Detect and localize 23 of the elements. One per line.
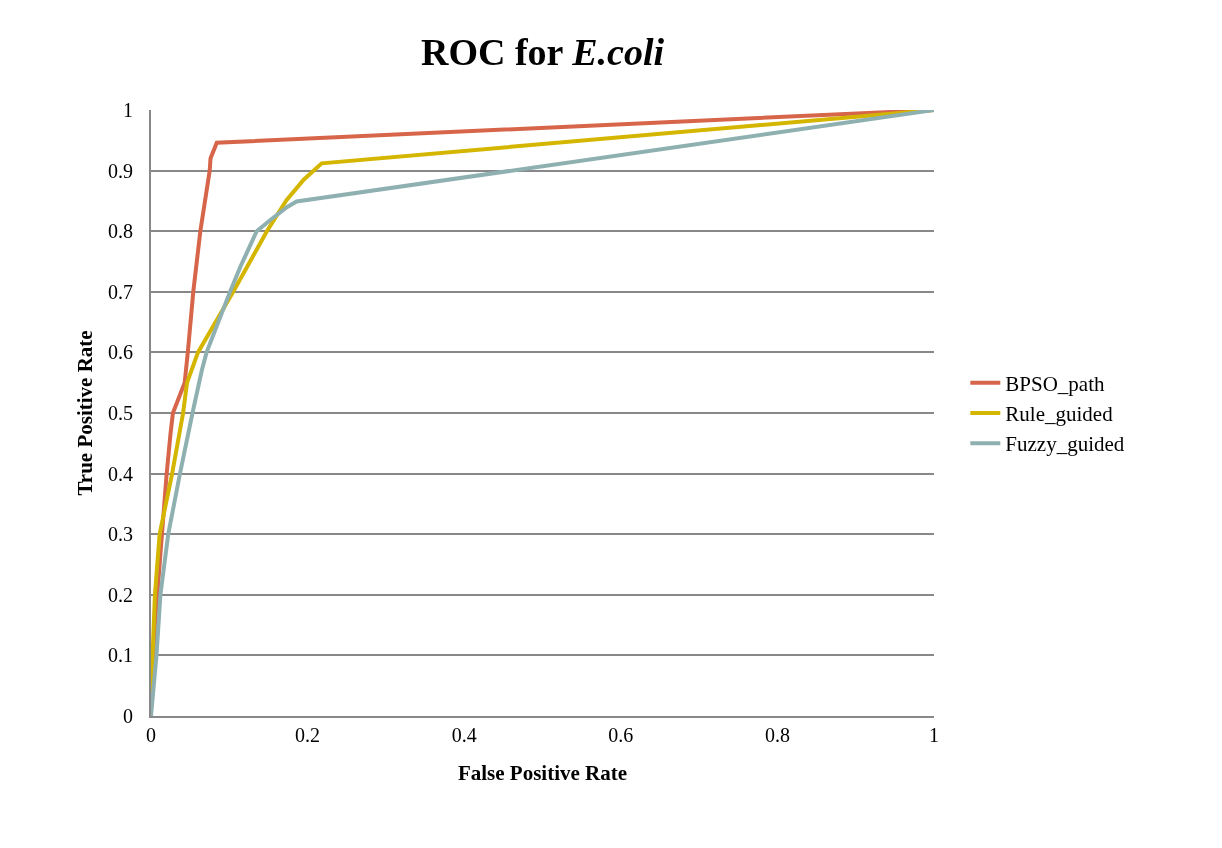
x-tick-label: 0 xyxy=(146,724,156,746)
x-tick-label: 0.8 xyxy=(764,724,790,746)
y-tick-label: 0.4 xyxy=(108,462,133,485)
y-tick-label: 0 xyxy=(123,705,133,727)
legend-label: Fuzzy_guided xyxy=(1005,432,1125,457)
y-tick-label: 0.1 xyxy=(108,644,133,667)
y-tick-label: 0.8 xyxy=(108,220,133,243)
y-tick-label: 0.5 xyxy=(108,402,133,424)
x-tick-label: 0.2 xyxy=(295,724,321,746)
y-axis-title: True Positive Rate xyxy=(72,330,97,496)
y-tick-label: 0.9 xyxy=(108,159,133,182)
legend-label: Rule_guided xyxy=(1005,402,1114,427)
y-tick-label: 0.6 xyxy=(108,341,133,364)
y-tick-label: 0.7 xyxy=(108,280,133,303)
legend-label: BPSO_path xyxy=(1005,371,1106,396)
y-tick-label: 1 xyxy=(123,99,133,121)
y-tick-label: 0.2 xyxy=(108,583,133,606)
x-tick-label: 0.6 xyxy=(608,724,634,746)
x-tick-label: 1 xyxy=(929,724,939,746)
chart-title: ROC for E.coli xyxy=(420,30,665,73)
x-axis-title: False Positive Rate xyxy=(457,760,628,785)
x-tick-label: 0.4 xyxy=(451,724,477,746)
y-tick-label: 0.3 xyxy=(108,523,133,546)
